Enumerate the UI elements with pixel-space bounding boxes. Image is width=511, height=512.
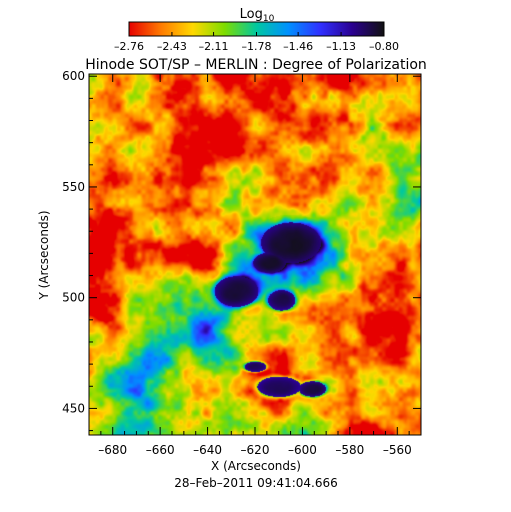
colorbar-tick-label: –1.46 xyxy=(283,40,313,53)
colorbar-tick-label: –0.80 xyxy=(369,40,399,53)
y-axis-label: Y (Arcseconds) xyxy=(37,210,51,300)
heatmap-image xyxy=(89,74,421,435)
x-tick-label: –660 xyxy=(146,443,175,457)
colorbar-ticks: –2.76 –2.43 –2.11 –1.78 –1.46 –1.13 –0.80 xyxy=(114,32,399,53)
heatmap-raster xyxy=(89,74,421,435)
colorbar-tick-label: –2.11 xyxy=(199,40,229,53)
colorbar: Log10 –2.76 –2.43 –2.11 –1.78 –1.46 –1.13 –0.8… xyxy=(114,7,399,53)
colorbar-tick-label: –1.13 xyxy=(326,40,356,53)
y-tick-label: 600 xyxy=(62,69,85,83)
x-axis-label: X (Arcseconds) xyxy=(211,459,301,473)
colorbar-label: Log10 xyxy=(240,7,275,24)
y-tick-label: 500 xyxy=(62,291,85,305)
x-tick-label: –600 xyxy=(288,443,317,457)
x-axis: –680 –660 –640 –620 –600 –580 –560 xyxy=(88,74,422,457)
chart-title: Hinode SOT/SP – MERLIN : Degree of Polar… xyxy=(85,57,427,73)
x-tick-label: –680 xyxy=(98,443,127,457)
x-tick-label: –620 xyxy=(241,443,270,457)
colorbar-tick-label: –2.76 xyxy=(114,40,144,53)
timestamp: 28–Feb–2011 09:41:04.666 xyxy=(174,476,337,490)
colorbar-tick-label: –2.43 xyxy=(157,40,187,53)
y-tick-label: 550 xyxy=(62,180,85,194)
x-tick-label: –580 xyxy=(335,443,364,457)
colorbar-tick-label: –1.78 xyxy=(242,40,272,53)
y-axis: 450 500 550 600 xyxy=(62,69,421,432)
x-tick-label: –640 xyxy=(193,443,222,457)
x-tick-label: –560 xyxy=(383,443,412,457)
y-tick-label: 450 xyxy=(62,401,85,415)
